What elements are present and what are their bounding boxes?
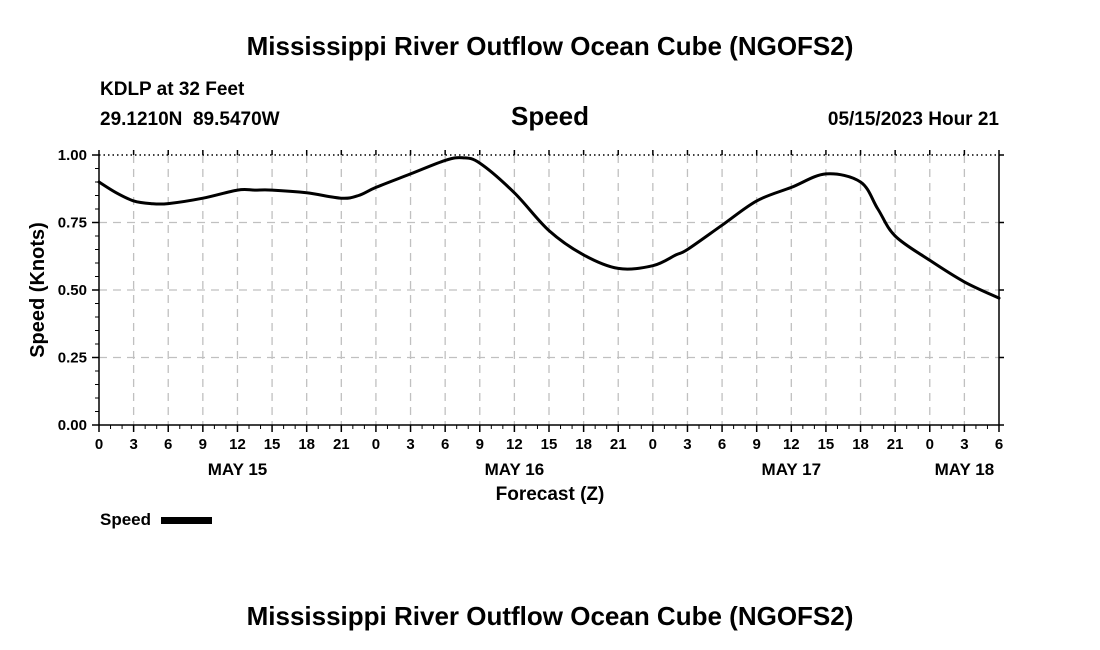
x-tick-label: 15 xyxy=(264,436,281,453)
x-tick-label: 6 xyxy=(441,436,449,453)
station-coords: 29.1210N 89.5470W xyxy=(100,109,280,130)
x-tick-label: 12 xyxy=(229,436,246,453)
y-tick-label: 0.25 xyxy=(58,350,87,367)
variable-title: Speed xyxy=(511,101,589,131)
chart-title: Mississippi River Outflow Ocean Cube (NG… xyxy=(247,31,854,61)
x-tick-label: 9 xyxy=(753,436,761,453)
x-tick-label: 18 xyxy=(575,436,592,453)
x-tick-label: 18 xyxy=(298,436,315,453)
x-tick-label: 6 xyxy=(718,436,726,453)
x-tick-label: 6 xyxy=(164,436,172,453)
grid-lines xyxy=(99,155,999,425)
station-label: KDLP at 32 Feet xyxy=(100,79,245,100)
day-label: MAY 15 xyxy=(208,460,268,479)
x-tick-label: 3 xyxy=(129,436,137,453)
x-tick-label: 9 xyxy=(476,436,484,453)
day-label: MAY 17 xyxy=(762,460,822,479)
legend-label: Speed xyxy=(100,510,151,529)
y-tick-label: 0.75 xyxy=(58,215,87,232)
x-tick-label: 6 xyxy=(995,436,1003,453)
x-tick-label: 0 xyxy=(95,436,103,453)
x-tick-label: 21 xyxy=(610,436,627,453)
x-tick-label: 3 xyxy=(406,436,414,453)
speed-series-line xyxy=(97,156,1001,300)
footer-title: Mississippi River Outflow Ocean Cube (NG… xyxy=(247,601,854,631)
x-tick-label: 15 xyxy=(541,436,558,453)
x-tick-label: 18 xyxy=(852,436,869,453)
x-tick-label: 9 xyxy=(199,436,207,453)
forecast-datetime: 05/15/2023 Hour 21 xyxy=(828,109,1000,130)
x-tick-label: 21 xyxy=(333,436,350,453)
legend-swatch xyxy=(161,517,212,524)
day-label: MAY 18 xyxy=(935,460,995,479)
x-tick-label: 15 xyxy=(818,436,835,453)
x-tick-label: 12 xyxy=(506,436,523,453)
x-tick-label: 3 xyxy=(683,436,691,453)
axis-ticks: 0.00 0.25 0.50 0.75 1.00 0 3 6 9 12 15 18 21 0 3 6 9 12 15… xyxy=(58,147,1004,479)
x-tick-label: 12 xyxy=(783,436,800,453)
x-tick-label: 0 xyxy=(372,436,380,453)
y-axis-title: Speed (Knots) xyxy=(27,222,49,358)
x-axis-title: Forecast (Z) xyxy=(496,484,605,505)
series-layer xyxy=(97,156,1001,300)
x-tick-label: 0 xyxy=(926,436,934,453)
x-tick-label: 21 xyxy=(887,436,904,453)
y-tick-label: 0.50 xyxy=(58,282,87,299)
day-label: MAY 16 xyxy=(485,460,545,479)
legend: Speed xyxy=(100,510,212,529)
x-tick-label: 0 xyxy=(649,436,657,453)
y-tick-label: 1.00 xyxy=(58,147,87,164)
x-tick-label: 3 xyxy=(960,436,968,453)
y-tick-label: 0.00 xyxy=(58,417,87,434)
